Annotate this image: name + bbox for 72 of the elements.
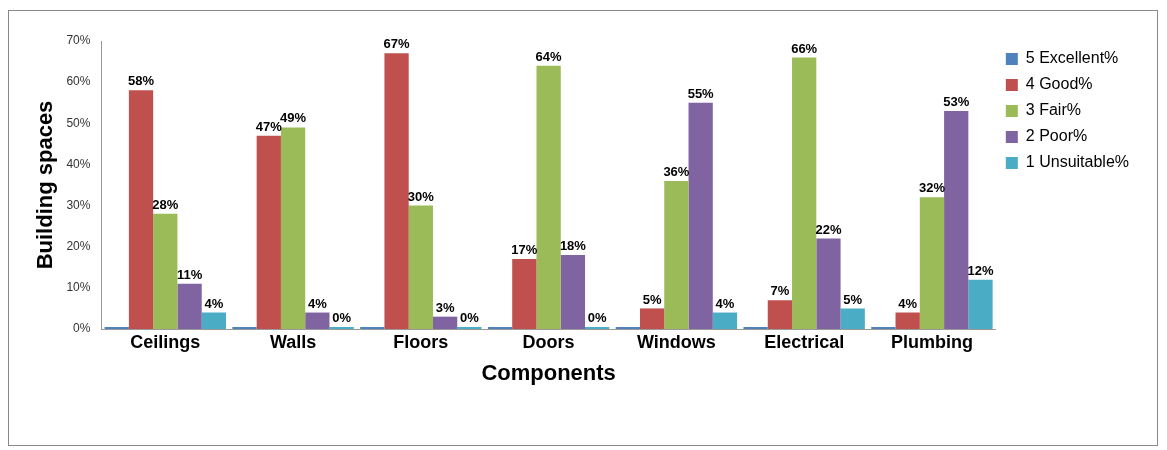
data-label: 4% (307, 295, 328, 311)
bar (432, 316, 458, 329)
x-tick-label: Plumbing (890, 331, 973, 352)
x-tick-label: Walls (269, 331, 317, 352)
x-tick-label: Windows (636, 331, 716, 352)
bar (280, 127, 306, 329)
y-tick-label: 30% (66, 197, 91, 212)
y-tick-label: 40% (66, 156, 91, 171)
bar (536, 65, 561, 329)
data-label: 30% (407, 188, 435, 204)
data-label: 36% (663, 163, 690, 179)
y-tick-label: 20% (66, 239, 91, 254)
x-tick-label: Doors (522, 331, 575, 352)
data-label: 4% (715, 295, 735, 311)
bar (792, 57, 817, 329)
data-label: 55% (687, 85, 715, 101)
bar (560, 254, 586, 329)
y-tick-label: 50% (66, 115, 91, 130)
bar (712, 312, 738, 329)
data-label: 12% (967, 262, 994, 278)
y-tick-label: 70% (66, 33, 91, 48)
bar (919, 197, 945, 329)
x-axis-title: Components (481, 359, 616, 385)
y-tick-label: 60% (66, 74, 91, 89)
bar (128, 90, 154, 329)
y-tick-label: 0% (73, 321, 91, 336)
data-label: 53% (943, 94, 970, 110)
bar (664, 180, 689, 329)
data-label: 11% (176, 266, 203, 282)
x-tick-label: Electrical (764, 331, 845, 352)
bar (305, 312, 330, 329)
bar (968, 279, 993, 329)
bar (840, 308, 865, 329)
bar (153, 213, 178, 329)
data-label: 0% (587, 310, 608, 326)
x-tick-label: Floors (393, 331, 449, 352)
bar (816, 238, 841, 329)
data-label: 3% (435, 299, 455, 315)
bar (767, 300, 793, 329)
bar (201, 312, 226, 329)
data-label: 0% (332, 310, 352, 326)
bar (384, 53, 409, 329)
bar (639, 308, 665, 329)
data-label: 66% (791, 40, 818, 56)
data-label: 4% (204, 295, 224, 311)
bar (944, 110, 969, 329)
data-label: 67% (383, 36, 411, 52)
data-label: 49% (280, 110, 307, 126)
legend-label: 4 Good% (1025, 75, 1093, 93)
data-label: 58% (128, 73, 155, 89)
legend-label: 3 Fair% (1025, 101, 1081, 119)
data-label: 5% (642, 291, 662, 307)
bar (256, 135, 281, 329)
legend-label: 2 Poor% (1025, 127, 1088, 145)
x-tick-label: Ceilings (130, 331, 201, 352)
data-label: 7% (770, 283, 790, 299)
bar (408, 205, 433, 329)
data-label: 22% (815, 221, 842, 237)
data-label: 18% (559, 238, 587, 254)
y-tick-label: 10% (66, 280, 91, 295)
bar (177, 283, 202, 329)
bar (688, 102, 713, 329)
y-axis-title: Building spaces (32, 100, 58, 270)
bar (895, 312, 920, 329)
legend-label: 1 Unsuitable% (1025, 153, 1129, 171)
data-label: 0% (460, 310, 480, 326)
bar (512, 259, 537, 329)
data-label: 5% (843, 291, 863, 307)
data-label: 4% (898, 295, 918, 311)
data-label: 64% (535, 48, 563, 64)
data-label: 17% (511, 242, 538, 258)
legend-label: 5 Excellent% (1025, 49, 1119, 67)
